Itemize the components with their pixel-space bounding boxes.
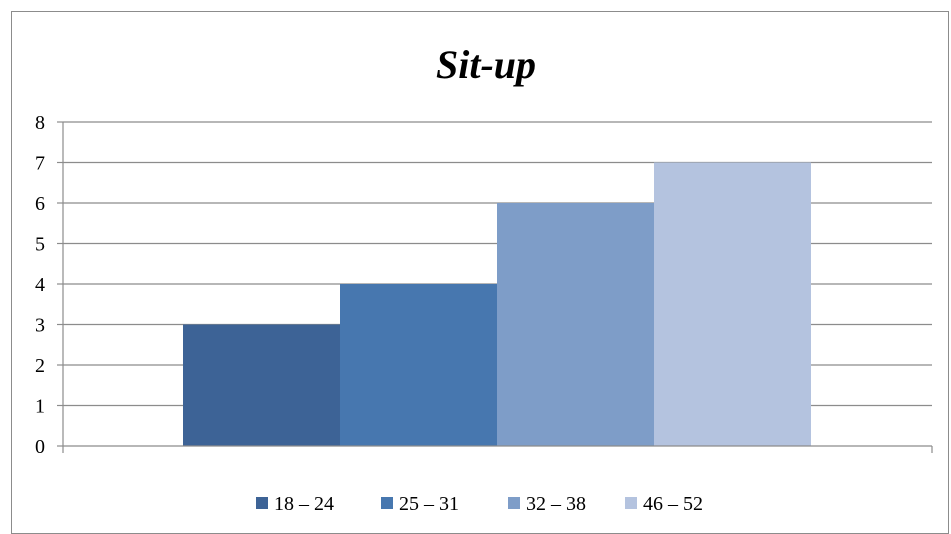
legend-label: 32 – 38 <box>526 493 586 515</box>
y-tick-label: 1 <box>35 396 45 418</box>
legend-item: 32 – 38 <box>508 493 586 515</box>
legend-item: 25 – 31 <box>381 493 459 515</box>
y-tick-label: 3 <box>35 315 45 337</box>
bar <box>654 162 811 446</box>
y-tick-label: 5 <box>35 234 45 256</box>
legend-swatch <box>625 497 637 509</box>
legend: 18 – 24 25 – 31 32 – 38 46 – 52 <box>256 493 703 515</box>
y-tick-label: 0 <box>35 436 45 458</box>
y-tick-label: 8 <box>35 112 45 134</box>
y-tick-label: 4 <box>35 274 45 296</box>
bar <box>497 203 654 446</box>
y-tick-label: 6 <box>35 193 45 215</box>
legend-item: 46 – 52 <box>625 493 703 515</box>
legend-swatch <box>508 497 520 509</box>
legend-label: 46 – 52 <box>643 493 703 515</box>
y-tick-label: 2 <box>35 355 45 377</box>
bar <box>183 324 340 446</box>
axes: 0 1 2 3 4 5 6 7 8 <box>35 112 933 458</box>
bars <box>183 162 811 446</box>
legend-swatch <box>381 497 393 509</box>
legend-swatch <box>256 497 268 509</box>
chart-title: Sit-up <box>436 42 536 87</box>
bar <box>340 284 497 446</box>
legend-label: 18 – 24 <box>274 493 334 515</box>
legend-item: 18 – 24 <box>256 493 334 515</box>
y-tick-label: 7 <box>35 153 45 175</box>
legend-label: 25 – 31 <box>399 493 459 515</box>
